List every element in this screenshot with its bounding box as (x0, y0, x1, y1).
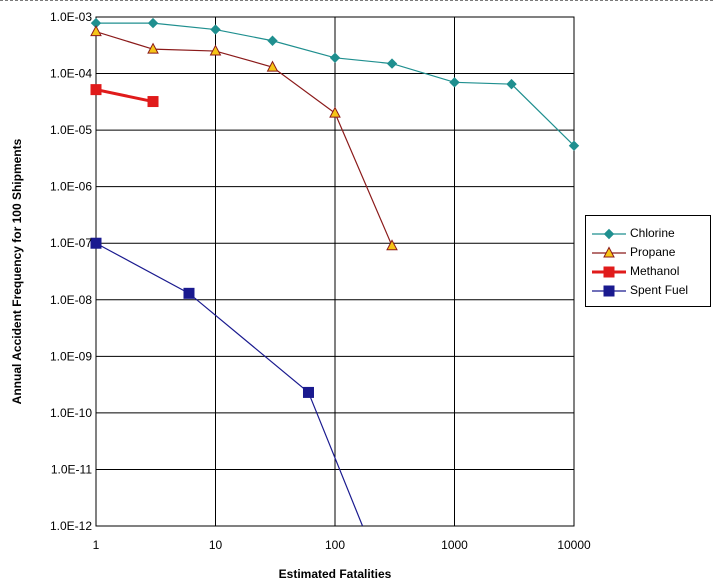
y-tick-label: 1.0E-06 (50, 180, 92, 194)
legend-swatch-marker (604, 248, 614, 258)
legend-item-spent-fuel: Spent Fuel (586, 282, 710, 300)
legend-swatch-chlorine (592, 225, 626, 243)
legend-item-methanol: Methanol (586, 263, 710, 281)
x-tick-label: 100 (325, 538, 345, 552)
x-tick-label: 1000 (441, 538, 468, 552)
y-tick-label: 1.0E-11 (51, 462, 92, 476)
data-point-chlorine (388, 59, 397, 68)
y-axis-title: Annual Accident Frequency for 100 Shipme… (10, 138, 24, 404)
legend-item-chlorine: Chlorine (586, 225, 710, 243)
data-point-spent-fuel (303, 387, 313, 397)
y-tick-label: 1.0E-07 (50, 236, 92, 250)
y-tick-label: 1.0E-05 (50, 123, 92, 137)
legend-swatch-marker (604, 286, 614, 296)
data-point-chlorine (268, 36, 277, 45)
y-tick-label: 1.0E-08 (50, 293, 92, 307)
legend: Chlorine Propane Methanol Spent Fuel (585, 215, 711, 307)
y-tick-label: 1.0E-09 (50, 349, 92, 363)
legend-swatch-methanol (592, 263, 626, 281)
x-axis-title: Estimated Fatalities (279, 567, 392, 581)
grid (96, 17, 574, 526)
series-line-methanol (96, 90, 153, 102)
data-point-methanol (91, 85, 101, 95)
data-point-propane (211, 46, 221, 56)
data-point-spent-fuel (184, 288, 194, 298)
legend-swatch-propane (592, 244, 626, 262)
data-point-propane (387, 240, 397, 250)
data-point-propane (330, 108, 340, 118)
data-point-chlorine (149, 19, 158, 28)
data-point-chlorine (450, 78, 459, 87)
data-point-chlorine (331, 53, 340, 62)
data-point-chlorine (211, 25, 220, 34)
legend-label: Propane (630, 245, 675, 259)
tick-labels: 1 10 100 1000 10000 1.0E-12 1.0E-11 1.0E-10 1.0E… (50, 10, 591, 552)
legend-swatch-marker (605, 230, 614, 239)
legend-label: Spent Fuel (630, 283, 688, 297)
legend-swatch-marker (604, 267, 614, 277)
y-tick-label: 1.0E-10 (50, 406, 92, 420)
legend-label: Methanol (630, 264, 679, 278)
series-line-spent-fuel (96, 243, 363, 526)
data-point-propane (91, 26, 101, 36)
series-line-propane (96, 32, 392, 246)
x-tick-label: 1 (93, 538, 100, 552)
legend-item-propane: Propane (586, 244, 710, 262)
data-point-methanol (148, 97, 158, 107)
x-tick-label: 10000 (557, 538, 591, 552)
y-tick-label: 1.0E-12 (50, 519, 92, 533)
x-tick-label: 10 (209, 538, 223, 552)
y-tick-label: 1.0E-04 (50, 67, 92, 81)
y-tick-label: 1.0E-03 (50, 10, 92, 24)
series-spent-fuel (91, 238, 363, 526)
legend-label: Chlorine (630, 226, 675, 240)
legend-swatch-spent-fuel (592, 282, 626, 300)
data-point-spent-fuel (91, 238, 101, 248)
series-methanol (91, 85, 158, 107)
